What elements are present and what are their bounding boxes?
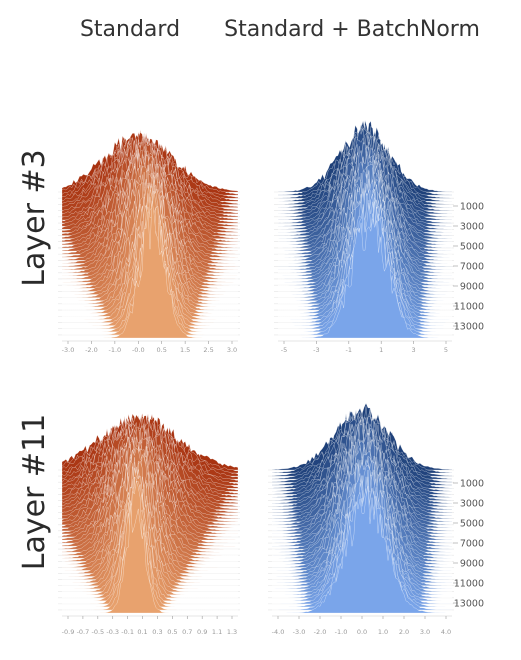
x-tick-label: 3.0 — [227, 346, 237, 354]
x-tick-label: 5 — [444, 346, 448, 354]
x-tick-label: 3.0 — [420, 628, 430, 636]
ridge-distribution — [62, 503, 238, 614]
row-label-layer-3: Layer #3 — [17, 149, 52, 286]
x-tick-label: -3.0 — [293, 628, 306, 636]
x-tick-label: 0.9 — [197, 628, 207, 636]
ridge-distribution — [62, 200, 238, 339]
x-tick-label: 0.5 — [157, 346, 167, 354]
y-tick-label: 13000 — [454, 599, 484, 610]
column-title-batchnorm: Standard + BatchNorm — [224, 17, 480, 42]
x-tick-label: -1 — [346, 346, 352, 354]
ridge-distribution — [278, 218, 452, 339]
panel-layer3-batchnorm: -5 -3 -1 1 3 5 — [274, 120, 454, 354]
x-tick-label: -0.3 — [106, 628, 119, 636]
x-tick-label: 2.5 — [203, 346, 213, 354]
row-label-layer-11: Layer #11 — [17, 414, 52, 571]
x-tick-label: 4.0 — [441, 628, 451, 636]
ridge-distribution — [62, 466, 238, 583]
x-tick-label: 0.3 — [152, 628, 162, 636]
x-tick-label: -0.7 — [77, 628, 90, 636]
x-tick-label: 2.0 — [399, 628, 409, 636]
panel-layer11-standard: -0.9 -0.7 -0.5 -0.3 -0.1 0.1 0.3 0.5 0.7 0.9 1.1 1.… — [58, 413, 240, 636]
y-tick-label: 7000 — [460, 539, 484, 550]
x-tick-label: 3 — [412, 346, 416, 354]
y-tick-label: 7000 — [460, 262, 484, 273]
y-tick-label: 13000 — [454, 322, 484, 333]
x-tick-label: -0.9 — [62, 628, 75, 636]
x-tick-label: 1.3 — [227, 628, 237, 636]
x-tick-label: -2.0 — [85, 346, 98, 354]
y-tick-label: 1000 — [460, 202, 484, 213]
x-tick-label: 1 — [379, 346, 383, 354]
y-tick-label: 1000 — [460, 479, 484, 490]
x-tick-label: -0.0 — [132, 346, 145, 354]
panel-layer11-batchnorm: -4.0 -3.0 -2.0 -1.0 0.0 1.0 2.0 3.0 4.0 — [268, 402, 454, 636]
y-tick-label: 3000 — [460, 499, 484, 510]
x-tick-label: -3.0 — [62, 346, 75, 354]
y-tick-label: 11000 — [454, 302, 484, 313]
x-tick-label: -1.0 — [109, 346, 122, 354]
ridge-distribution — [272, 486, 452, 614]
x-tick-label: -1.0 — [335, 628, 348, 636]
x-tick-label: 1.1 — [212, 628, 222, 636]
y-tick-label: 5000 — [460, 242, 484, 253]
x-tick-label: -2.0 — [314, 628, 327, 636]
y-tick-label: 3000 — [460, 222, 484, 233]
x-tick-label: 0.5 — [167, 628, 177, 636]
x-tick-label: -3 — [313, 346, 319, 354]
y-tick-label: 11000 — [454, 579, 484, 590]
y-tick-label: 9000 — [460, 559, 484, 570]
x-tick-label: 0.0 — [357, 628, 367, 636]
x-tick-label: 1.5 — [180, 346, 190, 354]
panel-layer3-standard: -3.0 -2.0 -1.0 -0.0 0.5 1.5 2.5 3.0 — [58, 129, 240, 354]
y-tick-label: 5000 — [460, 519, 484, 530]
y-tick-label: 9000 — [460, 282, 484, 293]
x-tick-label: -0.1 — [121, 628, 134, 636]
x-tick-label: -0.5 — [91, 628, 104, 636]
x-tick-label: -4.0 — [272, 628, 285, 636]
y-axis-top: 1000 3000 5000 7000 9000 11000 13000 — [453, 202, 484, 333]
x-tick-label: -5 — [281, 346, 287, 354]
x-tick-label: 1.0 — [378, 628, 388, 636]
x-tick-label: 0.7 — [182, 628, 192, 636]
x-tick-label: 0.1 — [137, 628, 147, 636]
column-title-standard: Standard — [80, 17, 180, 42]
ridge-distribution — [62, 467, 238, 592]
y-axis-bottom: 1000 3000 5000 7000 9000 11000 13000 — [453, 479, 484, 610]
